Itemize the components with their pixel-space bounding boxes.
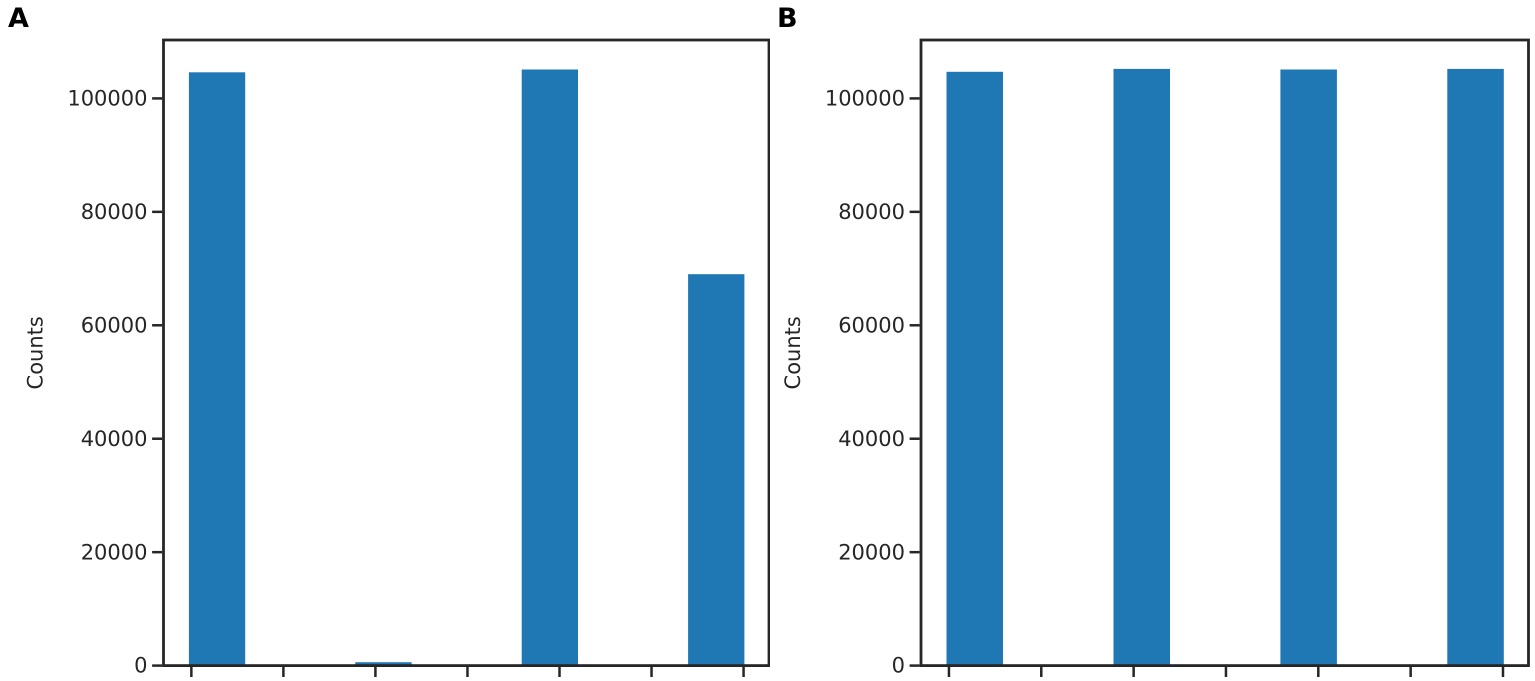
y-tick-label: 0 <box>892 654 905 678</box>
bar <box>1447 68 1504 667</box>
y-axis-label: Counts <box>24 316 48 389</box>
bar <box>1113 68 1170 667</box>
y-axis-label: Counts <box>781 316 805 389</box>
axes-frame <box>919 38 1530 667</box>
panel-b: B 0 20000 40000 60000 80000 100000 Counts <box>770 0 1535 681</box>
y-tick-label: 20000 <box>838 540 905 564</box>
y-tick-label: 0 <box>134 654 147 678</box>
y-tick-label: 40000 <box>838 427 905 451</box>
bar <box>946 71 1003 668</box>
bar <box>1280 69 1337 667</box>
y-tick-label: 100000 <box>825 87 905 111</box>
panel-a: A 0 20000 40000 60000 80000 100000 Counts <box>8 3 770 678</box>
y-tick-label: 40000 <box>81 427 148 451</box>
y-tick-label: 80000 <box>838 200 905 224</box>
panel-b-label: B <box>777 3 799 34</box>
bar <box>188 72 246 668</box>
y-tick-label: 60000 <box>838 313 905 337</box>
bar <box>688 274 745 667</box>
bar <box>521 69 578 667</box>
y-tick-label: 80000 <box>81 200 148 224</box>
bar-chart-b: 0 20000 40000 60000 80000 100000 Counts <box>781 38 1530 678</box>
bar-chart-a: 0 20000 40000 60000 80000 100000 Counts <box>24 38 770 678</box>
axes-frame <box>162 38 770 667</box>
y-tick-label: 100000 <box>67 87 147 111</box>
y-tick-label: 60000 <box>81 313 148 337</box>
y-tick-label: 20000 <box>81 540 148 564</box>
panel-a-label: A <box>8 3 30 34</box>
